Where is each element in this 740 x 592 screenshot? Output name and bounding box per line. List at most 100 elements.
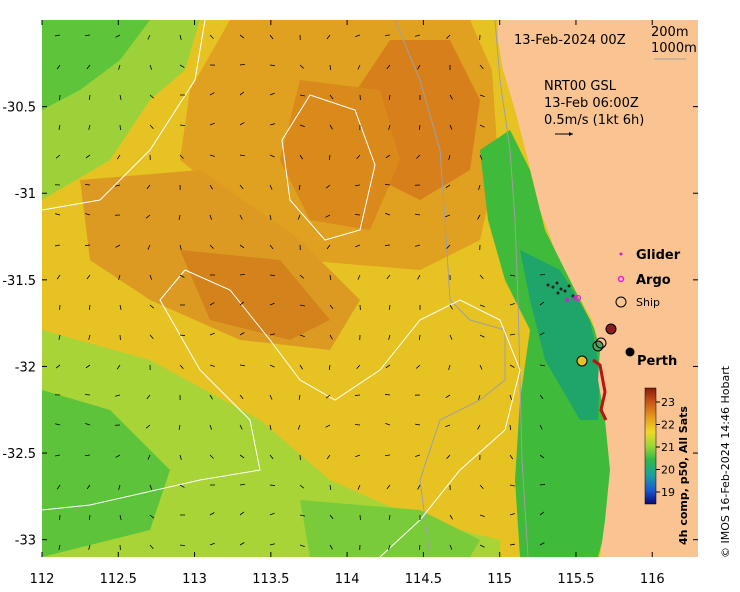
current-vector xyxy=(147,34,151,40)
date-label: 13-Feb-2024 00Z xyxy=(514,33,626,48)
cool-core-northwest xyxy=(42,20,150,110)
current-vector xyxy=(118,484,121,490)
isobath-1000m xyxy=(394,20,506,557)
current-vector xyxy=(209,364,215,367)
current-vector xyxy=(209,34,214,39)
current-vector xyxy=(209,394,213,400)
current-vector xyxy=(479,94,485,97)
current-vector xyxy=(269,454,274,460)
current-vector xyxy=(269,302,275,306)
current-vector xyxy=(239,184,244,190)
current-vector xyxy=(86,274,91,280)
current-vector xyxy=(419,124,421,131)
isobath-200m-label: 200m xyxy=(651,25,688,40)
current-vector xyxy=(298,394,301,400)
current-vector xyxy=(239,154,246,157)
current-vector xyxy=(449,94,453,100)
current-vector xyxy=(385,422,391,426)
current-vector xyxy=(479,364,483,370)
current-vector xyxy=(329,304,334,310)
current-vector xyxy=(239,424,243,430)
current-vector xyxy=(56,274,61,280)
current-vector xyxy=(88,514,91,521)
current-vector xyxy=(299,274,305,279)
current-vector xyxy=(269,512,275,516)
current-vector xyxy=(119,94,122,100)
current-vector xyxy=(88,124,91,130)
current-vector xyxy=(209,424,213,430)
current-vector xyxy=(415,423,421,426)
current-vector xyxy=(179,454,182,460)
argo-float-marker xyxy=(574,294,582,302)
current-vector xyxy=(354,184,361,186)
current-vector xyxy=(86,64,91,70)
current-vector xyxy=(326,34,331,40)
current-vector xyxy=(178,214,181,220)
current-vector xyxy=(299,544,305,548)
current-vector xyxy=(55,244,61,247)
current-vector xyxy=(417,274,421,280)
x-tick-label: 113 xyxy=(182,572,207,587)
current-vector xyxy=(539,424,543,430)
current-vector xyxy=(88,544,91,550)
ship-marker-north xyxy=(605,323,617,335)
current-vector xyxy=(55,34,61,37)
current-vector xyxy=(386,484,391,490)
current-vector xyxy=(178,424,181,430)
current-vector xyxy=(385,154,391,159)
current-vector xyxy=(445,394,451,399)
current-vector xyxy=(179,544,186,547)
current-scale-arrowhead xyxy=(569,132,573,136)
current-vector xyxy=(479,334,485,338)
current-vector xyxy=(118,274,121,280)
ssh-contour-northwest xyxy=(42,20,206,211)
current-vector xyxy=(299,124,305,127)
current-vector xyxy=(388,514,391,521)
current-vector xyxy=(385,364,391,369)
y-tick-label: -31.5 xyxy=(2,274,36,289)
x-tick-label: 115.5 xyxy=(557,572,594,587)
current-vector xyxy=(149,274,153,280)
current-vector xyxy=(479,304,485,307)
current-vector xyxy=(329,334,333,340)
current-vector xyxy=(179,484,185,488)
x-tick-label: 114 xyxy=(335,572,360,587)
current-vector xyxy=(415,213,421,216)
y-tick-label: -32 xyxy=(15,360,36,375)
current-vector xyxy=(297,214,301,220)
current-vector xyxy=(269,154,275,158)
x-tick-label: 113.5 xyxy=(252,572,289,587)
x-tick-label: 114.5 xyxy=(405,572,442,587)
current-vector xyxy=(55,454,61,457)
current-vector xyxy=(88,94,91,101)
current-vector xyxy=(479,274,484,280)
current-vector xyxy=(329,514,334,520)
x-tick-label: 116 xyxy=(640,572,665,587)
current-vector xyxy=(115,244,121,248)
current-vector xyxy=(479,124,485,128)
current-vectors xyxy=(54,34,546,551)
current-vector xyxy=(239,364,245,367)
current-vector xyxy=(539,542,545,546)
y-tick-label: -33 xyxy=(15,534,36,549)
current-vector xyxy=(269,123,275,126)
current-vector xyxy=(355,34,361,38)
current-vector xyxy=(384,454,391,457)
current-vector xyxy=(446,34,451,39)
ssh-contour-eddy-south xyxy=(184,269,521,557)
current-vector xyxy=(88,334,91,340)
current-vector xyxy=(84,34,91,37)
ship-marker-mid-2 xyxy=(595,337,607,349)
current-vector xyxy=(299,154,304,160)
coastal-cold-core xyxy=(520,250,600,420)
current-vector xyxy=(509,454,514,460)
current-vector xyxy=(209,542,215,546)
current-vector xyxy=(209,332,215,336)
current-vector xyxy=(299,514,305,517)
current-vector xyxy=(479,544,485,548)
current-vector xyxy=(478,394,481,400)
current-vector xyxy=(239,273,246,276)
current-vector xyxy=(448,154,451,160)
y-axis: -30.5 -31 -31.5 -32 -32.5 -33 xyxy=(2,101,698,549)
current-vector xyxy=(239,63,246,66)
